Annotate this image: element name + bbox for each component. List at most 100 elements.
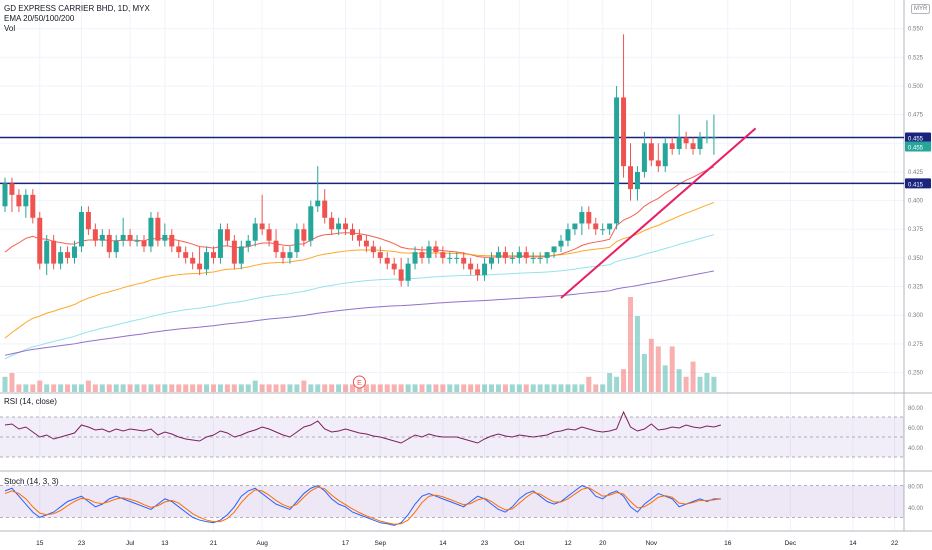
candle-body: [259, 223, 265, 230]
volume-bar: [238, 384, 244, 392]
candle-body: [273, 240, 279, 253]
candle-body: [607, 223, 613, 230]
candle-body: [433, 246, 439, 253]
candle-body: [266, 229, 272, 241]
candle-body: [58, 252, 64, 264]
price-tick-label: 0.425: [908, 170, 924, 176]
volume-bar: [454, 384, 460, 392]
price-tick-label: 0.500: [908, 84, 924, 90]
candle-body: [683, 137, 689, 144]
price-candles: [2, 34, 717, 287]
candle-body: [384, 257, 390, 264]
candle-body: [113, 240, 119, 253]
candle-body: [280, 252, 286, 258]
rsi-legend[interactable]: RSI (14, close): [4, 397, 57, 407]
rsi-pane: 80.00 60.00 40.00: [0, 406, 924, 458]
candle-body: [482, 263, 488, 276]
candle-body: [600, 229, 606, 231]
rsi-label: RSI (14, close): [4, 397, 57, 406]
volume-bar: [482, 384, 488, 392]
candle-body: [350, 229, 355, 235]
volume-bar: [141, 384, 147, 392]
volume-legend[interactable]: Vol: [4, 24, 16, 33]
volume-bar: [384, 384, 390, 392]
volume-bar: [516, 384, 522, 392]
volume-bar: [197, 384, 203, 392]
volume-bar: [99, 384, 105, 392]
candle-body: [697, 137, 703, 150]
volume-bar: [370, 384, 376, 392]
candle-body: [44, 240, 50, 264]
stoch-legend[interactable]: Stoch (14, 3, 3): [4, 477, 59, 487]
volume-bar: [704, 373, 710, 392]
time-tick-label: Nov: [646, 540, 658, 547]
time-axis[interactable]: 15 23 Jul 13 21 Aug 17 Sep 14 23 Oct 12 20 Nov 16 Dec 14…: [36, 540, 898, 547]
candle-body: [197, 263, 203, 270]
candle-body: [426, 246, 432, 258]
trendline[interactable]: [560, 127, 757, 299]
candle-body: [530, 257, 536, 259]
price-axis[interactable]: 0.250 0.275 0.300 0.325 0.350 0.375 0.400 0.425…: [905, 27, 931, 377]
candle-body: [155, 217, 161, 241]
price-tick-label: 0.400: [908, 199, 924, 205]
volume-bar: [336, 384, 342, 392]
volume-bar: [127, 384, 133, 392]
volume-bar: [579, 384, 585, 392]
volume-bar: [648, 338, 654, 392]
candle-body: [294, 229, 300, 253]
candle-body: [204, 252, 210, 270]
volume-bar: [51, 384, 57, 392]
candle-body: [245, 240, 251, 247]
candle-body: [634, 171, 640, 190]
candle-body: [454, 257, 460, 259]
hline-price-badge: [905, 178, 931, 189]
candle-body: [99, 234, 105, 241]
candle-body: [468, 263, 474, 270]
time-tick-label: 15: [36, 540, 44, 547]
volume-bar: [537, 384, 543, 392]
candle-body: [356, 234, 362, 241]
volume-bar: [217, 384, 223, 392]
candle-body: [2, 183, 8, 207]
candle-body: [370, 246, 376, 253]
volume-bar: [419, 384, 425, 392]
ema-legend[interactable]: EMA 20/50/100/200: [4, 14, 75, 23]
main-legend: GD EXPRESS CARRIER BHD, 1D, MYX EMA 20/5…: [4, 4, 150, 34]
candle-body: [211, 252, 216, 258]
candle-body: [106, 234, 112, 253]
volume-bar: [120, 384, 126, 392]
volume-bar: [259, 384, 265, 392]
time-tick-label: 23: [78, 540, 86, 547]
stoch-tick-label: 40.00: [908, 506, 924, 512]
volume-bar: [363, 384, 369, 392]
candle-body: [30, 194, 36, 218]
volume-bar: [377, 384, 383, 392]
volume-bar: [697, 376, 703, 392]
volume-bar: [447, 384, 453, 392]
volume-bar: [9, 373, 15, 392]
horizontal-lines[interactable]: [0, 136, 904, 185]
price-tick-label: 0.475: [908, 113, 924, 119]
candle-body: [440, 252, 446, 258]
volume-bar: [683, 376, 689, 392]
volume-bar: [106, 384, 112, 392]
earnings-label: E: [357, 380, 362, 387]
time-tick-label: 13: [161, 540, 169, 547]
volume-bar: [113, 384, 119, 392]
volume-bar: [565, 384, 571, 392]
time-tick-label: 22: [891, 540, 899, 547]
candle-body: [301, 229, 307, 241]
symbol-title[interactable]: GD EXPRESS CARRIER BHD, 1D, MYX: [4, 4, 150, 13]
volume-bar: [92, 384, 98, 392]
volume-bar: [551, 384, 557, 392]
volume-bar: [530, 384, 536, 392]
candle-body: [537, 257, 543, 259]
candle-body: [190, 257, 196, 264]
volume-bar: [134, 384, 140, 392]
volume-bar: [641, 354, 647, 392]
volume-bar: [711, 376, 717, 392]
earnings-marker[interactable]: E: [352, 375, 366, 389]
candle-body: [141, 240, 147, 247]
volume-bar: [301, 380, 307, 392]
volume-bar: [176, 384, 182, 392]
